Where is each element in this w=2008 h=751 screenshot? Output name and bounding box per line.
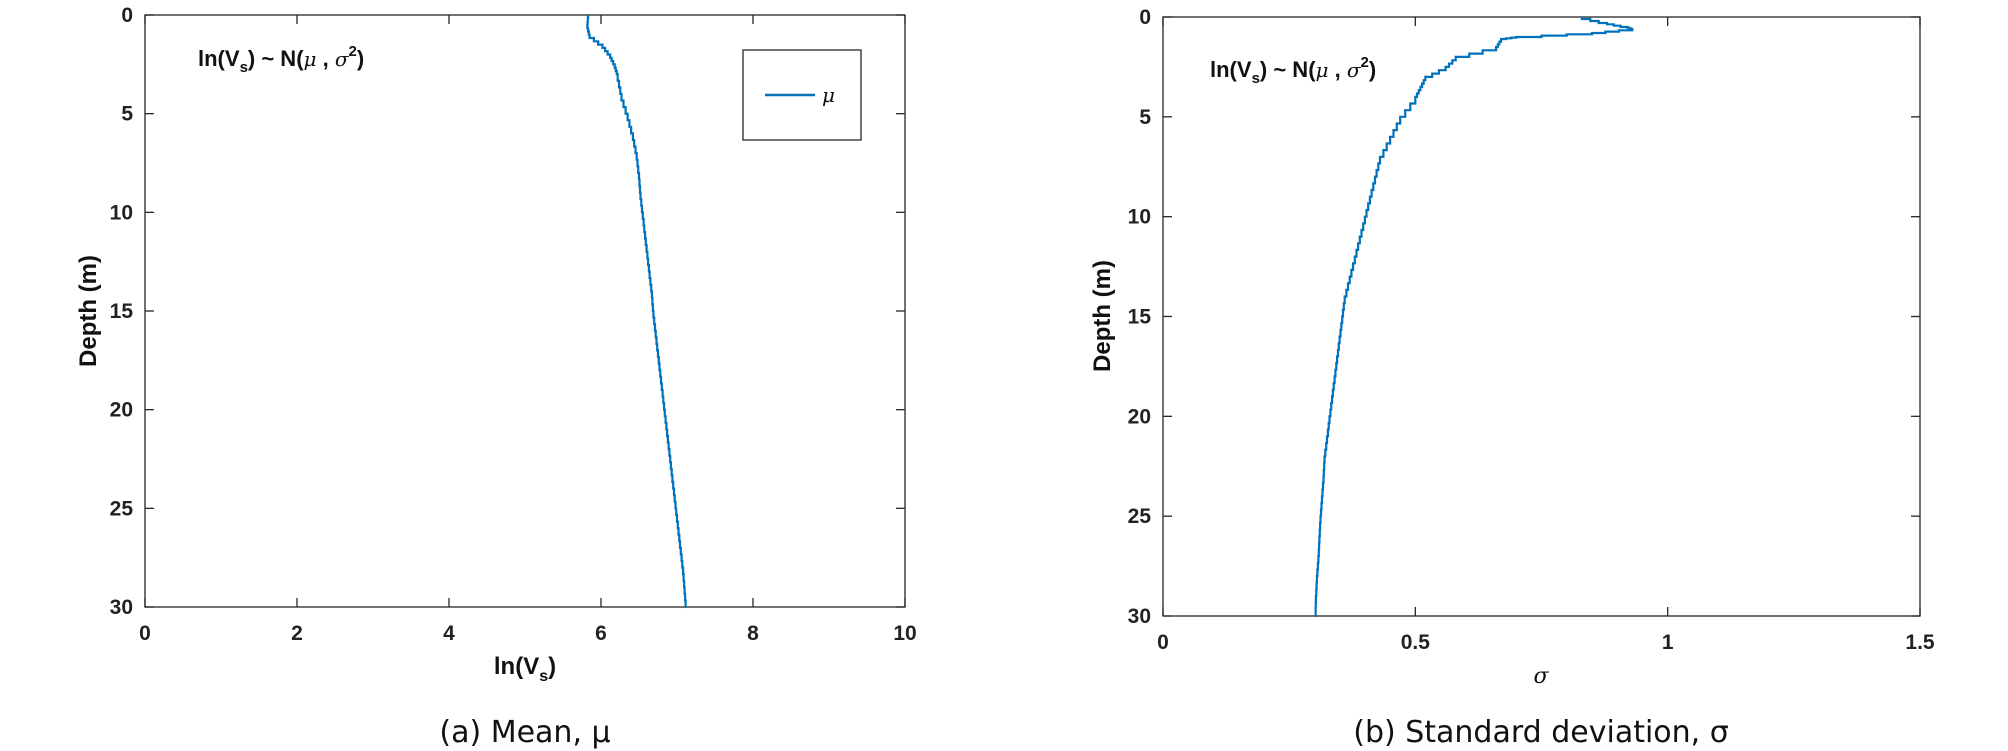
caption-b: (b) Standard deviation, σ [1353, 715, 1729, 750]
x-tick-labels-b: 0 0.5 1 1.5 [1157, 631, 1935, 654]
y-tick-label: 0 [1139, 6, 1151, 29]
annotation-distribution-b: ln(Vs) ~ N(μ , σ2) [1210, 54, 1376, 87]
tick-marks-a [144, 14, 906, 608]
y-tick-label: 20 [110, 399, 133, 422]
y-tick-label: 30 [1128, 605, 1151, 628]
mean-series-line [586, 15, 687, 609]
y-tick-label: 5 [1139, 106, 1151, 129]
y-tick-label: 25 [110, 497, 134, 520]
legend-a: μ [742, 49, 862, 141]
x-tick-label: 0 [1157, 631, 1169, 654]
y-tick-label: 10 [110, 201, 133, 224]
x-tick-label: 1 [1662, 631, 1674, 654]
y-tick-label: 30 [110, 596, 133, 619]
y-axis-label-a: Depth (m) [75, 255, 102, 367]
y-tick-labels-b: 0 5 10 15 20 25 30 [1128, 6, 1152, 628]
x-axis-label-b: σ [1533, 664, 1549, 689]
y-tick-label: 15 [110, 300, 134, 323]
tick-marks-b [1162, 16, 1921, 617]
plot-area-b [1162, 16, 1921, 617]
legend-label-mu: μ [822, 83, 835, 107]
x-tick-label: 0 [139, 622, 151, 645]
x-tick-label: 4 [443, 622, 455, 645]
caption-a: (a) Mean, μ [439, 715, 610, 750]
x-tick-label: 0.5 [1401, 631, 1431, 654]
y-tick-label: 25 [1128, 505, 1152, 528]
y-tick-labels-a: 0 5 10 15 20 25 30 [110, 4, 134, 619]
x-tick-label: 10 [893, 622, 916, 645]
x-tick-label: 1.5 [1905, 631, 1935, 654]
y-tick-label: 15 [1128, 306, 1152, 329]
panel-stddev: 0 0.5 1 1.5 0 5 10 15 20 25 30 ln(Vs) ~ N(μ , σ2)… [1089, 6, 1935, 750]
x-tick-label: 6 [595, 622, 607, 645]
y-tick-label: 10 [1128, 206, 1151, 229]
y-axis-label-b: Depth (m) [1089, 260, 1116, 372]
stddev-series-line [1314, 17, 1634, 618]
y-tick-label: 5 [121, 103, 133, 126]
x-tick-labels-a: 0 2 4 6 8 10 [139, 622, 917, 645]
y-tick-label: 0 [121, 4, 133, 27]
x-tick-label: 2 [291, 622, 303, 645]
annotation-distribution-a: ln(Vs) ~ N(μ , σ2) [198, 43, 364, 76]
x-tick-label: 8 [747, 622, 759, 645]
y-tick-label: 20 [1128, 405, 1151, 428]
x-axis-label-a: ln(Vs) [494, 653, 556, 685]
